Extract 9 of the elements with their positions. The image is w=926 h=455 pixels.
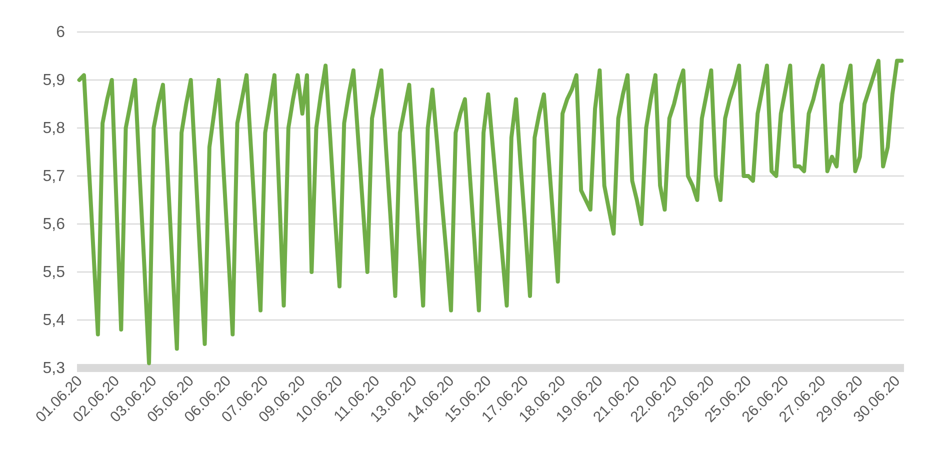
y-tick-label: 5,5 <box>42 264 66 282</box>
y-tick-label: 5,3 <box>42 360 66 378</box>
y-tick-label: 5,9 <box>42 72 66 90</box>
y-tick-label: 5,4 <box>42 312 66 330</box>
y-tick-label: 5,7 <box>42 168 66 186</box>
y-tick-label: 5,8 <box>42 120 66 138</box>
y-tick-label: 6 <box>56 24 66 42</box>
y-tick-label: 5,6 <box>42 216 66 234</box>
line-series <box>77 58 904 366</box>
